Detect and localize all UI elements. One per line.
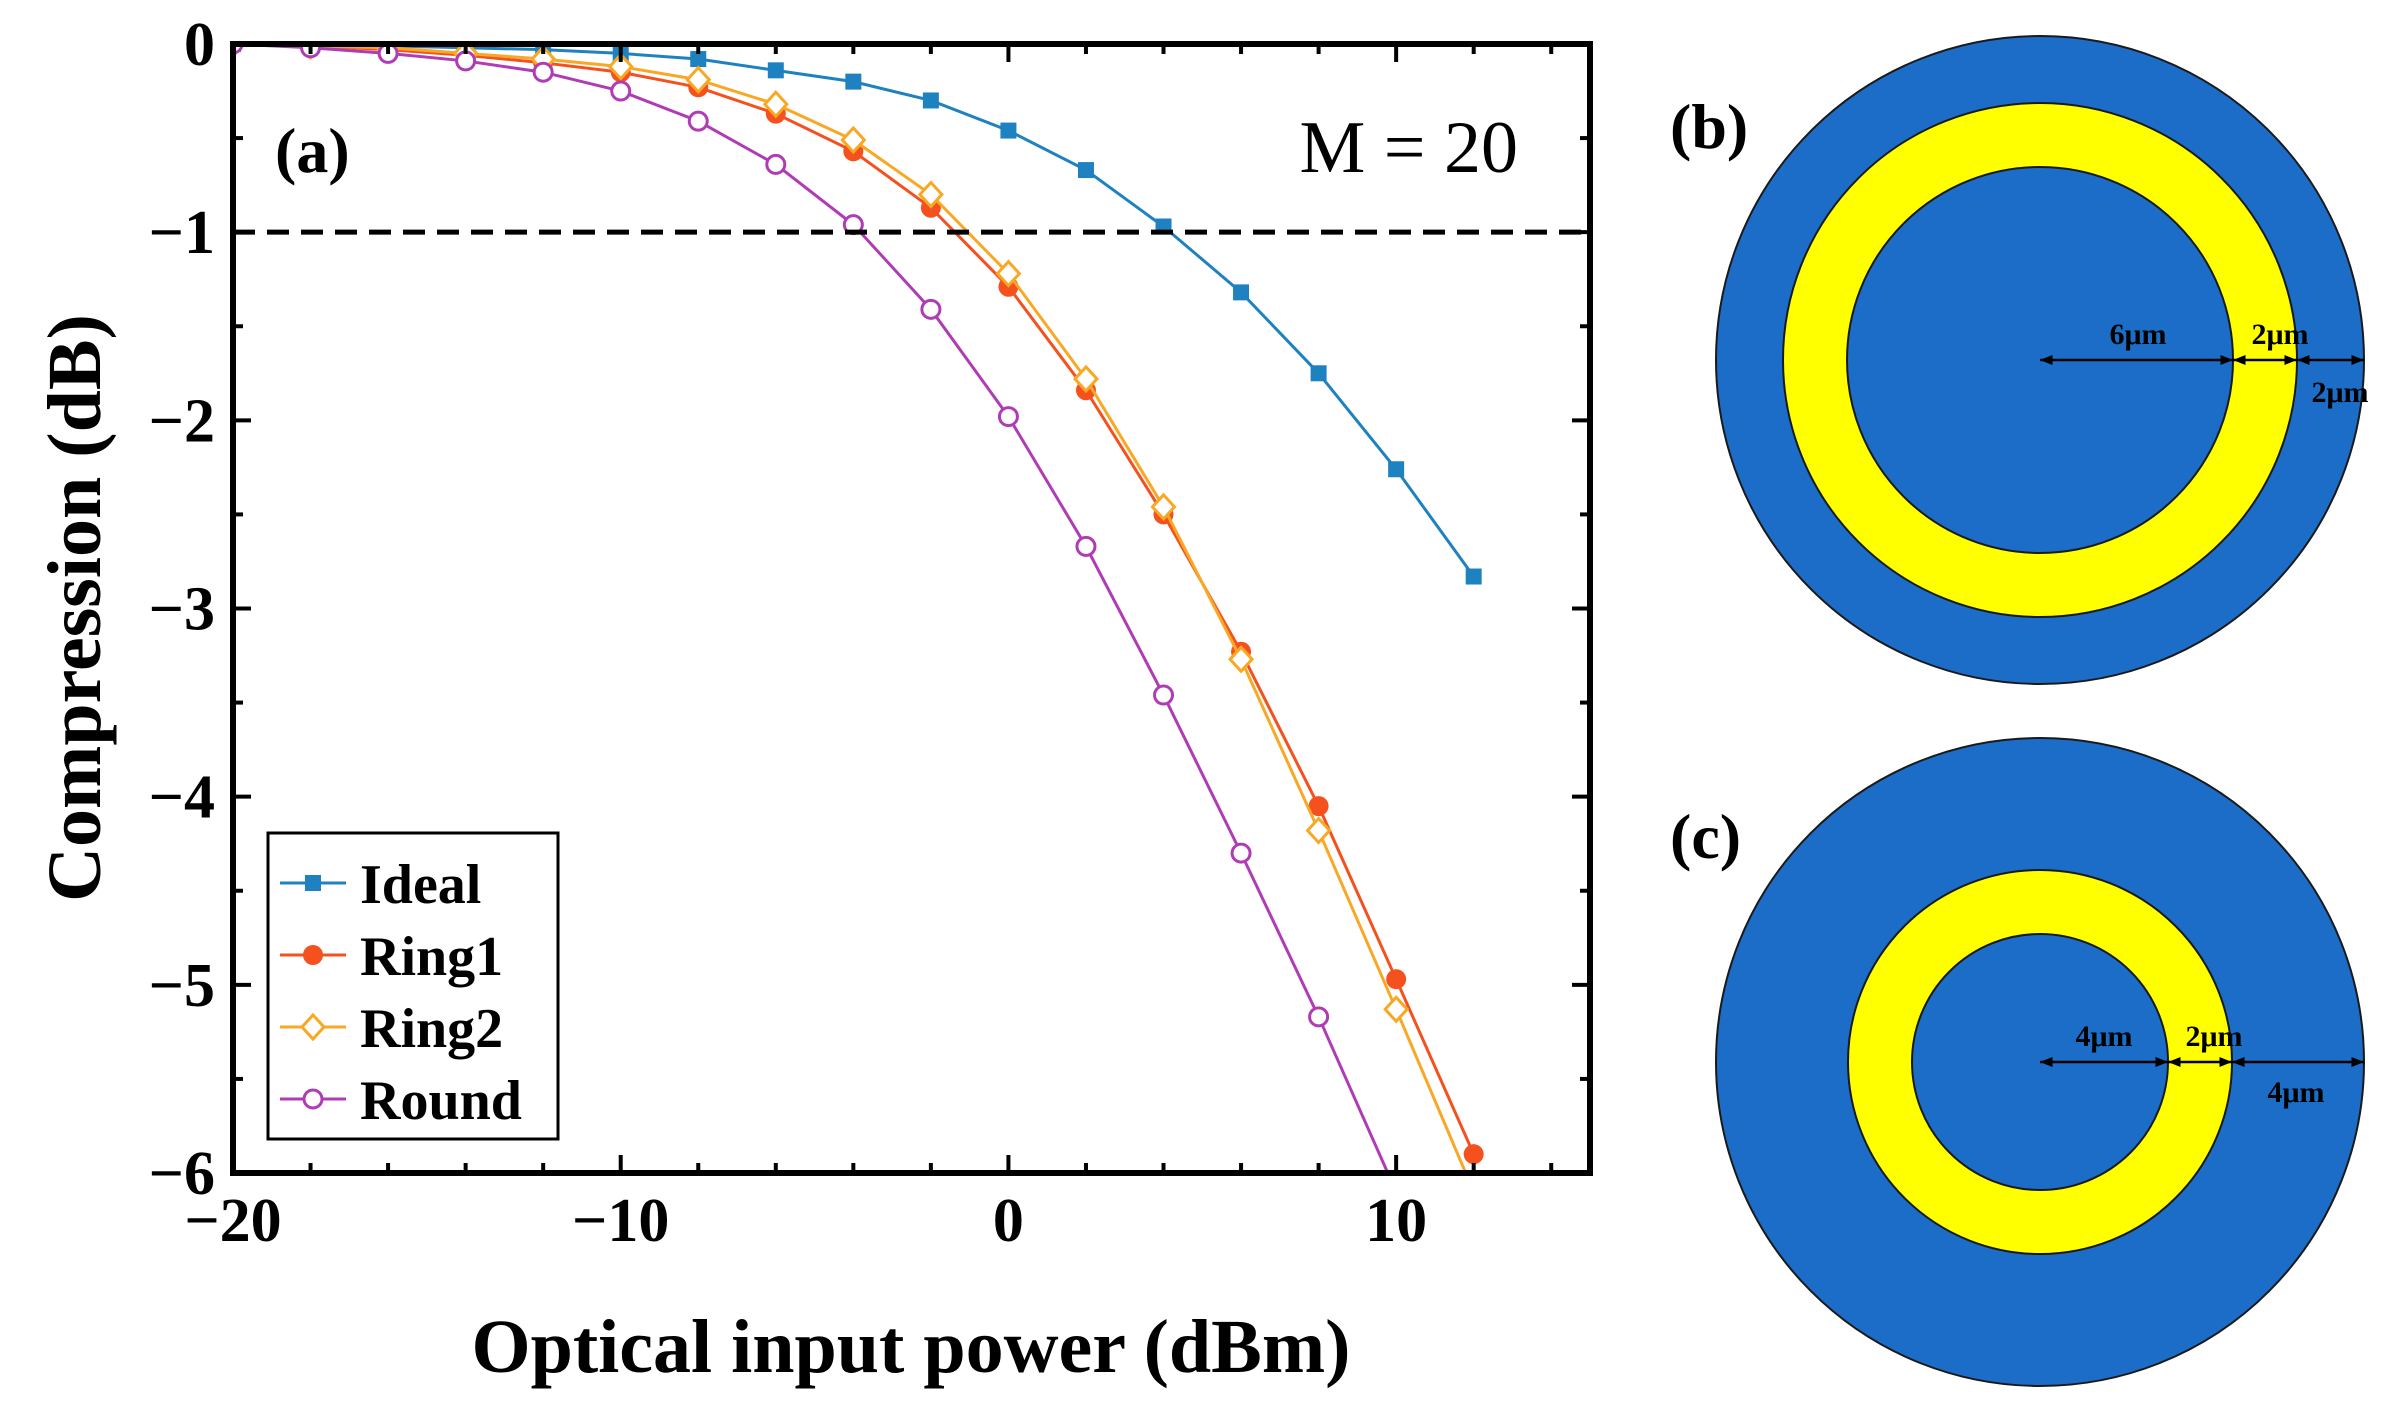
y-tick-label: −4 <box>149 764 215 832</box>
data-point-ring2 <box>607 52 634 81</box>
data-point-round <box>920 298 942 320</box>
legend-label-ring1: Ring1 <box>360 926 503 988</box>
legend-item-ideal: Ideal <box>280 854 481 916</box>
data-point-ring1 <box>1463 1144 1484 1165</box>
data-point-ideal <box>922 92 939 109</box>
data-point-ring2 <box>1072 364 1100 394</box>
legend-marker-round <box>302 1088 324 1110</box>
legend-item-ring2: Ring2 <box>280 998 503 1060</box>
data-point-ring2 <box>685 65 712 94</box>
y-axis-label: Compression (dB) <box>33 314 117 902</box>
data-point-ring1 <box>1386 969 1407 990</box>
data-point-ideal <box>845 73 862 90</box>
y-tick-label: −3 <box>149 576 215 644</box>
legend-label-ideal: Ideal <box>360 854 481 916</box>
data-point-round <box>1153 684 1175 706</box>
tick-layer <box>231 42 1590 1175</box>
x-tick-label: −10 <box>572 1187 669 1255</box>
data-point-ring2 <box>1463 1180 1485 1204</box>
legend-item-ring1: Ring1 <box>280 926 503 988</box>
legend-marker-ideal <box>305 875 321 891</box>
data-point-ring2 <box>917 180 944 209</box>
data-point-ideal <box>1000 122 1017 139</box>
data-point-ring2 <box>995 259 1022 288</box>
legend-marker-ring1 <box>303 945 323 965</box>
y-tick-label: −6 <box>149 1140 215 1208</box>
data-point-ring2 <box>1228 645 1255 674</box>
dim-label-cladding: 4μm <box>2268 1076 2325 1109</box>
data-point-ideal <box>690 51 707 68</box>
x-tick-label: 10 <box>1365 1187 1427 1255</box>
data-point-ring2 <box>1383 995 1410 1024</box>
data-point-round <box>610 80 632 102</box>
series-layer <box>233 44 1485 1370</box>
chart-annotation: M = 20 <box>1299 107 1518 189</box>
y-tick-label: 0 <box>184 11 215 79</box>
data-point-round <box>765 153 787 175</box>
x-tick-label: −20 <box>184 1187 281 1255</box>
ring-diagram-c: (c) 4μm 2μm 4μm <box>1670 737 2365 1387</box>
legend-item-round: Round <box>280 1070 522 1132</box>
data-point-ring2 <box>762 89 789 119</box>
dim-label-ring: 2μm <box>2186 1020 2243 1053</box>
dim-label-ring: 2μm <box>2252 318 2309 351</box>
y-tick-label: −5 <box>149 952 215 1020</box>
series-line-ideal <box>233 44 1475 578</box>
series-round <box>233 44 1483 1370</box>
data-point-ideal <box>767 62 784 79</box>
panel-label-c: (c) <box>1670 801 1741 872</box>
legend-marker-ring2 <box>299 1012 327 1042</box>
panel-label-a: (a) <box>275 115 350 186</box>
data-point-ring2 <box>1150 492 1177 522</box>
data-point-ideal <box>1388 461 1405 478</box>
data-point-round <box>532 61 554 83</box>
data-point-ring1 <box>1308 796 1329 817</box>
data-point-round <box>997 406 1019 428</box>
compression-chart: −20 −10 0 10 0 −1 −2 −3 −4 −5 −6 (a) M = 20 Optica… <box>33 11 1593 1389</box>
y-tick-label: −2 <box>149 387 215 455</box>
x-axis-label: Optical input power (dBm) <box>471 1305 1350 1389</box>
data-point-round <box>1075 535 1097 557</box>
panel-label-b: (b) <box>1670 91 1748 162</box>
legend-label-round: Round <box>360 1070 522 1132</box>
ring-diagram-b: (b) 6μm 2μm 2μm <box>1670 35 2369 685</box>
data-point-ring2 <box>1305 816 1332 845</box>
data-point-ring2 <box>840 125 867 155</box>
tick-labels: −20 −10 0 10 0 −1 −2 −3 −4 −5 −6 <box>149 11 1427 1255</box>
data-point-round <box>455 50 477 72</box>
legend-label-ring2: Ring2 <box>360 998 503 1060</box>
y-tick-label: −1 <box>149 199 215 267</box>
data-point-round <box>1230 842 1252 864</box>
data-point-round <box>1308 1006 1330 1028</box>
data-point-round <box>687 110 709 132</box>
data-point-round <box>1465 1352 1483 1370</box>
dim-label-core: 4μm <box>2076 1020 2133 1053</box>
dim-label-cladding: 2μm <box>2312 376 2369 409</box>
x-tick-label: 0 <box>993 1187 1024 1255</box>
legend: Ideal Ring1 Ring2 Round <box>266 831 560 1141</box>
data-point-ideal <box>1077 162 1094 179</box>
data-point-ideal <box>1233 284 1250 301</box>
dim-label-core: 6μm <box>2110 318 2167 351</box>
series-ring2 <box>233 44 1485 1204</box>
data-point-ideal <box>1310 365 1327 382</box>
series-ideal <box>233 44 1482 585</box>
data-point-ideal <box>1465 568 1482 585</box>
